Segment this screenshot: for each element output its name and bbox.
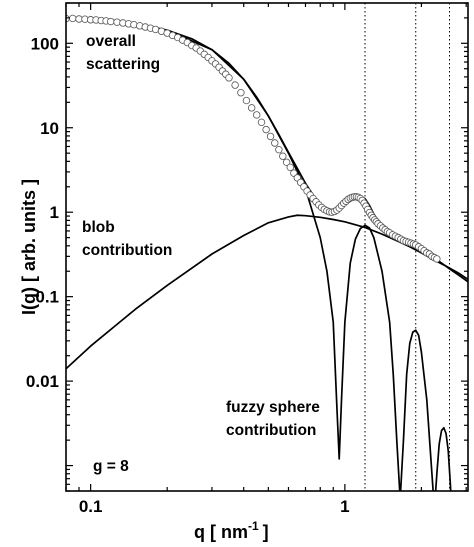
x-tick-label: 0.1	[79, 497, 103, 516]
data-point	[266, 132, 275, 141]
data-point	[271, 139, 279, 147]
data-point	[257, 118, 266, 127]
annotation-blob-line2: contribution	[82, 242, 172, 259]
series-layer	[66, 17, 468, 491]
annotation-fuzzy-sphere-line1: fuzzy sphere	[226, 399, 320, 416]
data-point	[231, 81, 239, 89]
data-point	[225, 74, 233, 82]
data-point	[253, 111, 261, 119]
series-line-2	[66, 17, 452, 491]
x-axis-label-main: q [ nm	[194, 522, 248, 542]
data-point	[262, 125, 270, 134]
y-axis-label: I(q) [ arb. units ]	[19, 179, 39, 315]
x-axis-label: q [ nm-1]	[194, 519, 269, 542]
data-point	[107, 17, 115, 26]
ticks: 0.1 1 100 10 1 0.1 0.01	[26, 2, 468, 516]
data-point	[279, 152, 287, 160]
annotation-overall-scattering-line1: overall	[86, 33, 136, 50]
annotation-g-value: g = 8	[93, 458, 129, 475]
data-point	[433, 255, 441, 263]
annotation-blob-line1: blob	[82, 219, 115, 236]
annotation-fuzzy-sphere-line2: contribution	[226, 422, 316, 439]
data-point	[247, 104, 256, 112]
data-point	[113, 18, 121, 26]
plot-frame	[65, 2, 469, 492]
data-point	[275, 145, 283, 154]
y-tick-label: 100	[31, 34, 59, 53]
x-tick-label: 1	[340, 497, 349, 516]
data-point	[286, 163, 294, 172]
y-tick-label: 1	[50, 203, 59, 222]
y-tick-label: 10	[40, 119, 59, 138]
data-markers	[66, 14, 441, 263]
annotation-overall-scattering-line2: scattering	[86, 56, 160, 73]
x-axis-label-end: ]	[263, 522, 269, 542]
data-point	[242, 96, 251, 105]
data-point	[68, 14, 77, 23]
data-point	[282, 158, 291, 166]
data-point	[237, 88, 245, 97]
y-tick-label: 0.1	[35, 288, 59, 307]
x-axis-label-sup: -1	[248, 519, 259, 533]
y-tick-label: 0.01	[26, 372, 59, 391]
reference-lines	[364, 3, 451, 491]
